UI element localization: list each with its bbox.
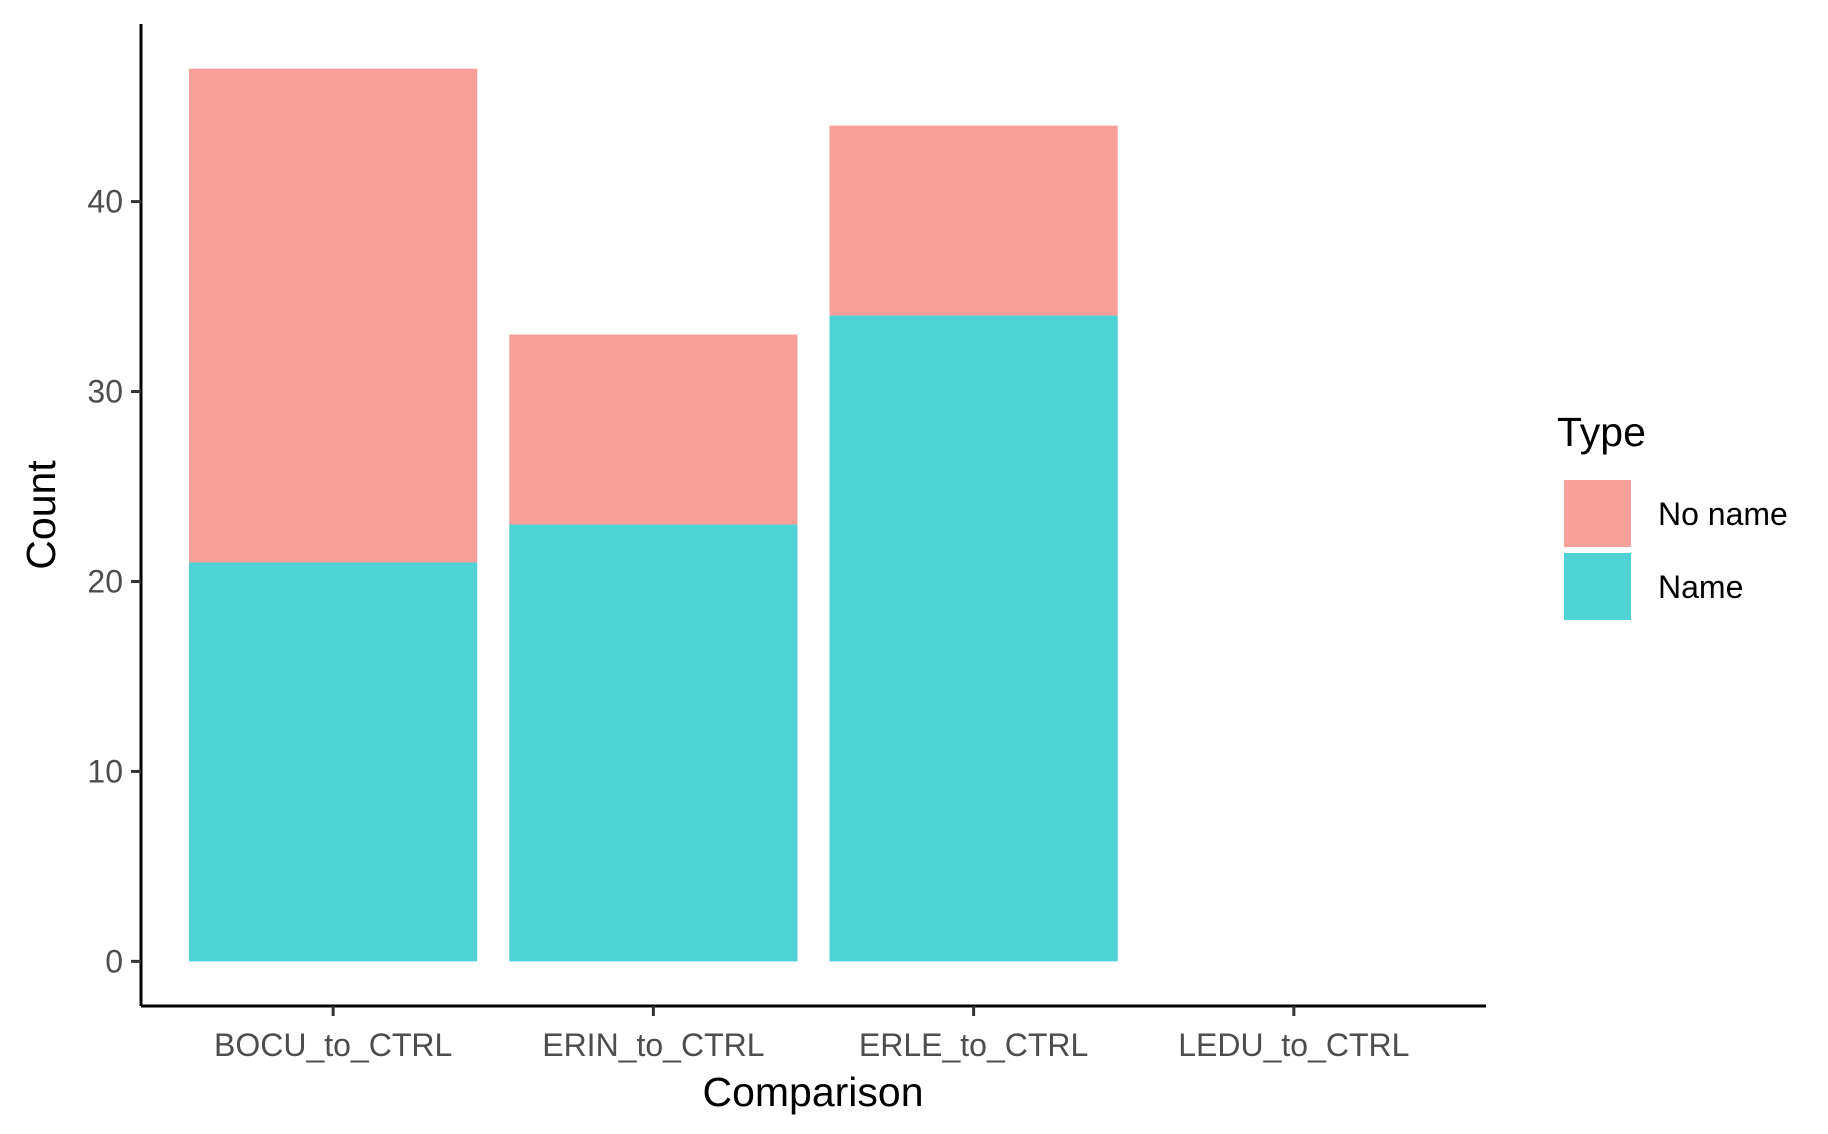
y-tick-label: 30 xyxy=(87,374,123,410)
x-axis-title: Comparison xyxy=(702,1069,923,1115)
y-tick-label: 20 xyxy=(87,563,123,599)
y-ticks-group: 0 10 20 30 40 xyxy=(87,184,141,979)
y-tick-label: 40 xyxy=(87,184,123,220)
legend-label: Name xyxy=(1658,569,1743,605)
y-axis-title: Count xyxy=(18,460,64,570)
x-tick-label: LEDU_to_CTRL xyxy=(1178,1027,1409,1063)
bar-no-name-erle_to_ctrl xyxy=(829,125,1118,316)
x-ticks-group: BOCU_to_CTRL ERIN_to_CTRL ERLE_to_CTRL LEDU… xyxy=(214,1006,1409,1063)
legend-key-name xyxy=(1564,553,1631,620)
bars-group xyxy=(189,68,1118,962)
bar-name-bocu_to_ctrl xyxy=(189,562,478,962)
bar-name-erin_to_ctrl xyxy=(509,524,798,962)
x-tick-label: BOCU_to_CTRL xyxy=(214,1027,452,1063)
legend-key-no-name xyxy=(1564,480,1631,547)
legend: Type No name Name xyxy=(1557,409,1788,620)
bar-name-erle_to_ctrl xyxy=(829,315,1118,962)
legend-label: No name xyxy=(1658,496,1788,532)
y-tick-label: 10 xyxy=(87,753,123,789)
bar-no-name-erin_to_ctrl xyxy=(509,334,798,525)
axes-group xyxy=(139,24,1486,1008)
bar-no-name-bocu_to_ctrl xyxy=(189,68,478,563)
x-tick-label: ERLE_to_CTRL xyxy=(859,1027,1088,1063)
x-tick-label: ERIN_to_CTRL xyxy=(542,1027,764,1063)
legend-title: Type xyxy=(1557,409,1646,455)
y-tick-label: 0 xyxy=(105,943,123,979)
